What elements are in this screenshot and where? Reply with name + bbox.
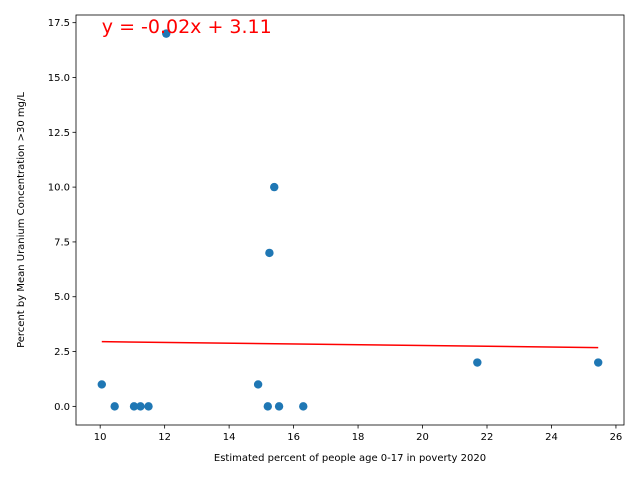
axes-frame: [75, 14, 625, 426]
regression-line: [101, 340, 599, 349]
data-point: [473, 358, 482, 367]
x-tick-label: 18: [352, 432, 365, 443]
y-axis-label: Percent by Mean Uranium Concentration >3…: [16, 92, 27, 348]
y-tick-label: 5.0: [54, 292, 70, 303]
y-tick-label: 17.5: [48, 18, 70, 29]
data-point: [263, 402, 272, 411]
x-axis-label: Estimated percent of people age 0-17 in …: [214, 453, 486, 464]
y-tick-label: 15.0: [48, 73, 70, 84]
x-tick-label: 24: [545, 432, 558, 443]
data-point: [270, 182, 279, 192]
data-point: [129, 402, 139, 411]
y-tick-label: 10.0: [48, 183, 70, 194]
data-point: [299, 402, 308, 411]
y-tick-label: 2.5: [54, 347, 70, 358]
y-axis-ticks: 0.0 2.5 5.0 7.5 10.0 12.5 15.0 17.5: [48, 18, 76, 413]
x-tick-label: 20: [416, 432, 429, 443]
y-tick-label: 7.5: [54, 237, 70, 248]
data-point: [594, 358, 603, 367]
data-point: [274, 402, 284, 411]
data-point: [136, 402, 145, 411]
x-axis-ticks: 10 12 14 16 18 20 22 24 26: [94, 425, 622, 443]
y-tick-label: 12.5: [48, 128, 70, 139]
data-point: [253, 380, 263, 389]
data-point: [110, 402, 119, 411]
data-point: [144, 402, 153, 411]
x-tick-label: 12: [158, 432, 171, 443]
data-point: [162, 29, 171, 38]
y-tick-label: 0.0: [54, 402, 70, 413]
x-tick-label: 10: [94, 432, 107, 443]
x-tick-label: 14: [223, 432, 236, 443]
x-tick-label: 16: [287, 432, 300, 443]
data-point: [97, 380, 106, 389]
data-point: [265, 248, 274, 258]
x-tick-label: 26: [610, 432, 623, 443]
plot-area: [75, 14, 625, 426]
x-tick-label: 22: [481, 432, 494, 443]
regression-equation: y = -0.02x + 3.11: [102, 16, 272, 38]
